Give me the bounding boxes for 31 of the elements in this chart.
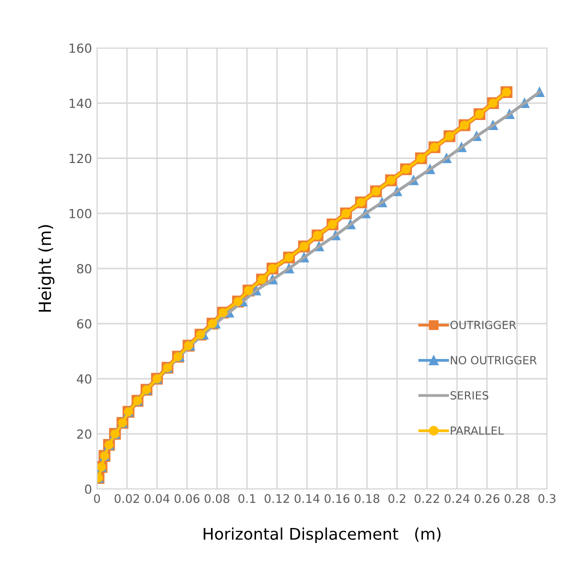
x-tick-label: 0.08 bbox=[204, 494, 230, 503]
legend-label: PARALLEL bbox=[450, 426, 504, 435]
x-tick-label: 0.1 bbox=[238, 494, 256, 503]
x-tick-label: 0.04 bbox=[144, 494, 170, 503]
x-tick-label: 0 bbox=[94, 494, 100, 503]
y-tick-label: 20 bbox=[77, 429, 92, 439]
x-tick-label: 0.2 bbox=[388, 494, 406, 503]
legend-label: OUTRIGGER bbox=[450, 320, 516, 330]
x-tick-label: 0.16 bbox=[324, 494, 350, 503]
y-tick-label: 60 bbox=[77, 319, 92, 329]
y-tick-label: 120 bbox=[70, 154, 92, 164]
y-axis-title: Height (m) bbox=[38, 225, 54, 312]
y-tick-label: 0 bbox=[85, 484, 92, 494]
x-tick-label: 0.06 bbox=[174, 494, 200, 503]
legend-label: SERIES bbox=[450, 391, 488, 400]
x-tick-label: 0.22 bbox=[414, 494, 439, 503]
x-tick-label: 0.14 bbox=[294, 494, 320, 503]
legend-label: NO OUTRIGGER bbox=[450, 356, 537, 364]
y-tick-label: 140 bbox=[70, 98, 92, 108]
x-tick-label: 0.02 bbox=[114, 494, 139, 503]
y-tick-label: 80 bbox=[77, 264, 92, 274]
x-tick-label: 0.12 bbox=[264, 494, 289, 503]
x-tick-label: 0.3 bbox=[538, 494, 556, 503]
x-tick-label: 0.24 bbox=[444, 494, 470, 503]
x-tick-label: 0.18 bbox=[354, 494, 380, 503]
y-tick-label: 160 bbox=[70, 43, 92, 53]
x-tick-label: 0.26 bbox=[474, 494, 500, 503]
y-tick-label: 40 bbox=[76, 374, 92, 384]
y-tick-label: 100 bbox=[70, 208, 92, 218]
x-tick-label: 0.28 bbox=[504, 494, 530, 503]
x-axis-title: Horizontal Displacement (m) bbox=[204, 528, 440, 543]
